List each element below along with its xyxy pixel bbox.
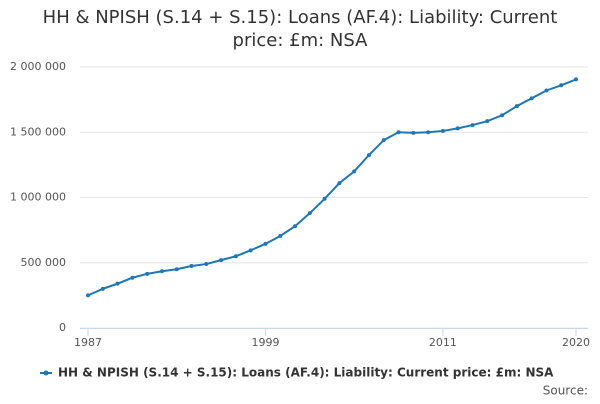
point [455,126,460,131]
point [189,264,194,269]
point [159,269,164,274]
point [115,281,120,286]
legend-marker [43,370,49,376]
point [529,96,534,101]
point [396,130,401,135]
point [485,119,490,124]
point [307,211,312,216]
point [559,83,564,88]
point [100,286,105,291]
point [352,169,357,174]
y-tick-label: 0 [59,321,66,334]
point [322,196,327,201]
point [514,104,519,109]
point [440,128,445,133]
y-tick-label: 500 000 [21,256,67,269]
line [87,78,577,297]
point [411,130,416,135]
chart-title: HH & NPISH (S.14 + S.15): Loans (AF.4): … [42,7,558,51]
y-tick-label: 1 500 000 [10,125,66,138]
point [278,233,283,238]
point [500,113,505,118]
point [174,267,179,272]
point [263,241,268,246]
point [470,123,475,128]
point [204,262,209,267]
x-tick-label: 1987 [74,336,102,349]
point [233,254,238,259]
point [337,181,342,186]
point [574,77,578,82]
y-tick-label: 2 000 000 [10,60,66,73]
x-tick-label: 2020 [562,336,590,349]
x-tick-label: 2011 [429,336,457,349]
point [293,224,298,229]
source: Source: [543,384,588,398]
x-tick-label: 1999 [251,336,279,349]
point [248,248,253,253]
point [219,258,224,263]
y-tick-label: 1 000 000 [10,191,66,204]
point [366,153,371,158]
point [86,293,90,298]
point [130,275,135,280]
point [145,271,150,276]
legend-label[interactable]: HH & NPISH (S.14 + S.15): Loans (AF.4): … [58,366,554,380]
point [381,138,386,143]
point [426,130,431,135]
point [544,88,549,93]
